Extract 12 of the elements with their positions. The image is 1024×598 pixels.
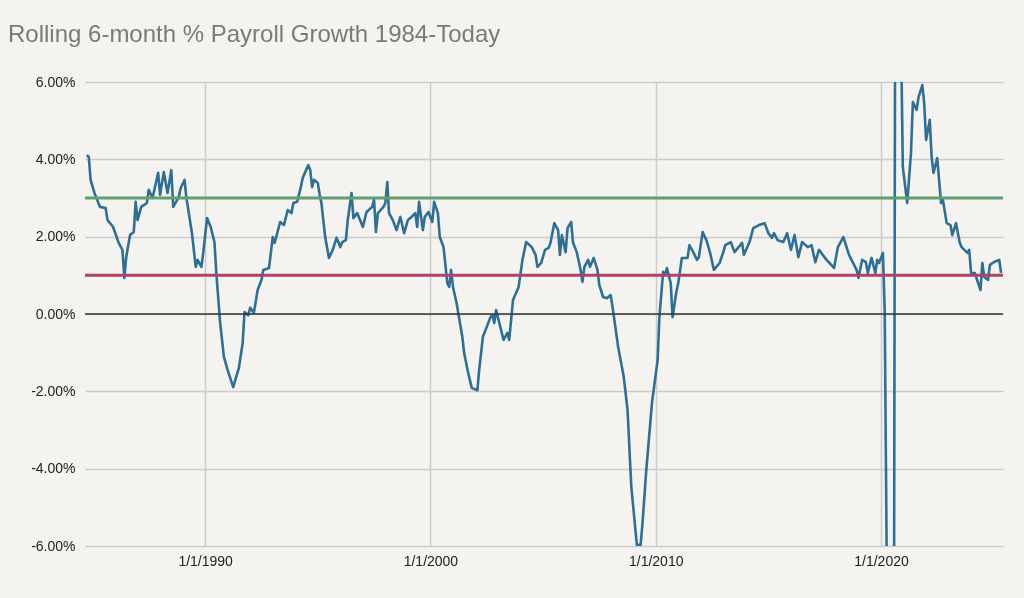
y-tick-label: -2.00% — [31, 382, 76, 399]
x-tick-label: 1/1/1990 — [178, 552, 234, 569]
y-tick-label: 6.00% — [35, 73, 76, 90]
x-tick-label: 1/1/2010 — [628, 552, 684, 569]
y-tick-label: -4.00% — [31, 460, 76, 477]
y-tick-label: 2.00% — [35, 228, 76, 245]
x-tick-label: 1/1/2020 — [854, 552, 909, 569]
chart-title: Rolling 6-month % Payroll Growth 1984-Today — [8, 20, 501, 47]
x-tick-label: 1/1/2000 — [403, 552, 459, 569]
y-tick-label: 4.00% — [35, 150, 76, 167]
y-tick-label: -6.00% — [31, 537, 76, 554]
y-tick-label: 0.00% — [35, 305, 76, 322]
